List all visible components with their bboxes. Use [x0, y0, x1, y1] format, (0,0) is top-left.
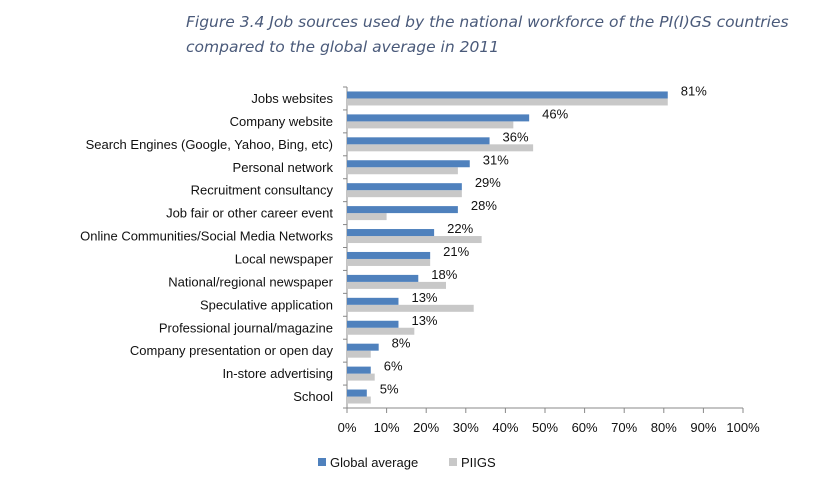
- category-label: Online Communities/Social Media Networks: [80, 229, 333, 244]
- bar-piigs: [347, 144, 534, 152]
- x-tick-label: 90%: [690, 420, 716, 435]
- data-label-global-average: 8%: [392, 336, 411, 351]
- figure-caption-line-1: Figure 3.4 Job sources used by the natio…: [186, 13, 789, 31]
- category-label: School: [293, 389, 333, 404]
- category-label: National/regional newspaper: [168, 274, 333, 289]
- data-label-global-average: 13%: [411, 313, 437, 328]
- bar-global-average: [347, 137, 490, 145]
- data-label-global-average: 28%: [471, 198, 497, 213]
- data-label-global-average: 46%: [542, 106, 568, 121]
- bar-global-average: [347, 183, 462, 191]
- category-label: Search Engines (Google, Yahoo, Bing, etc…: [86, 137, 333, 152]
- data-label-global-average: 22%: [447, 221, 473, 236]
- bar-global-average: [347, 343, 379, 351]
- x-tick-label: 100%: [726, 420, 760, 435]
- data-label-global-average: 18%: [431, 267, 457, 282]
- x-tick-label: 60%: [572, 420, 598, 435]
- bar-piigs: [347, 98, 668, 106]
- bar-global-average: [347, 160, 470, 168]
- x-tick-label: 40%: [492, 420, 518, 435]
- x-tick-label: 0%: [338, 420, 357, 435]
- x-tick-label: 20%: [413, 420, 439, 435]
- bar-global-average: [347, 114, 530, 122]
- legend-swatch-piigs: [449, 458, 457, 466]
- x-tick-label: 70%: [611, 420, 637, 435]
- bar-piigs: [347, 396, 371, 404]
- bar-piigs: [347, 190, 462, 198]
- data-label-global-average: 81%: [681, 83, 707, 98]
- legend-label-piigs: PIIGS: [461, 455, 496, 470]
- category-label: In-store advertising: [222, 366, 333, 381]
- data-label-global-average: 21%: [443, 244, 469, 259]
- bar-piigs: [347, 121, 514, 129]
- bar-piigs: [347, 236, 482, 244]
- bar-piigs: [347, 167, 458, 175]
- bar-piigs: [347, 258, 431, 266]
- bar-piigs: [347, 373, 375, 381]
- bar-global-average: [347, 320, 399, 328]
- data-label-global-average: 6%: [384, 359, 403, 374]
- legend-label-global-average: Global average: [330, 455, 418, 470]
- data-label-global-average: 5%: [380, 382, 399, 397]
- x-tick-label: 30%: [453, 420, 479, 435]
- x-tick-label: 10%: [374, 420, 400, 435]
- category-label: Local newspaper: [235, 251, 334, 266]
- bar-global-average: [347, 274, 419, 282]
- bar-piigs: [347, 281, 446, 289]
- data-label-global-average: 36%: [503, 129, 529, 144]
- bar-global-average: [347, 297, 399, 305]
- category-label: Personal network: [233, 160, 334, 175]
- bar-piigs: [347, 327, 415, 335]
- category-label: Company presentation or open day: [130, 343, 334, 358]
- category-label: Speculative application: [200, 297, 333, 312]
- bar-global-average: [347, 229, 435, 237]
- bar-global-average: [347, 91, 668, 99]
- category-label: Company website: [230, 114, 333, 129]
- bar-piigs: [347, 350, 371, 358]
- bar-global-average: [347, 389, 367, 397]
- bar-global-average: [347, 206, 458, 214]
- figure-caption-line-2: compared to the global average in 2011: [186, 38, 500, 56]
- bar-piigs: [347, 213, 387, 221]
- x-tick-label: 80%: [651, 420, 677, 435]
- bar-global-average: [347, 251, 431, 259]
- data-label-global-average: 31%: [483, 152, 509, 167]
- bar-global-average: [347, 366, 371, 374]
- figure-caption: Figure 3.4 Job sources used by the natio…: [186, 10, 826, 60]
- category-label: Professional journal/magazine: [159, 320, 333, 335]
- category-label: Jobs websites: [251, 91, 333, 106]
- category-label: Recruitment consultancy: [191, 183, 334, 198]
- bar-piigs: [347, 304, 474, 312]
- data-label-global-average: 13%: [411, 290, 437, 305]
- x-tick-label: 50%: [532, 420, 558, 435]
- category-label: Job fair or other career event: [166, 206, 333, 221]
- data-label-global-average: 29%: [475, 175, 501, 190]
- legend-swatch-global-average: [318, 458, 326, 466]
